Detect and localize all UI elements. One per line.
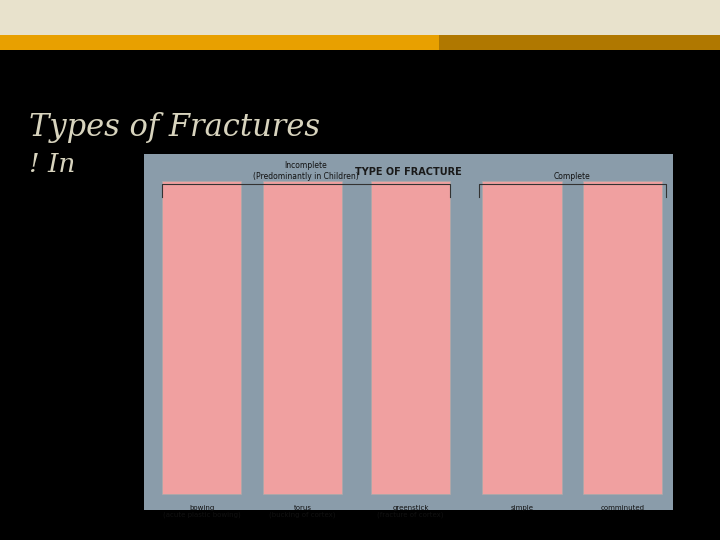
Text: TYPE OF FRACTURE: TYPE OF FRACTURE bbox=[355, 167, 462, 177]
Bar bbox=[482, 181, 562, 494]
Bar bbox=[144, 154, 673, 510]
Text: greenstick
(fracture of cortex): greenstick (fracture of cortex) bbox=[377, 505, 444, 518]
Bar bbox=[371, 181, 450, 494]
Bar bbox=[263, 181, 342, 494]
Bar bbox=[0, 0, 720, 35]
Bar bbox=[439, 35, 720, 50]
Text: Incomplete
(Predominantly in Children): Incomplete (Predominantly in Children) bbox=[253, 161, 359, 181]
Text: Types of Fractures: Types of Fractures bbox=[29, 112, 320, 143]
Bar bbox=[0, 35, 720, 50]
Text: comminuted: comminuted bbox=[600, 505, 645, 511]
Text: ! In: ! In bbox=[29, 152, 75, 177]
Text: torus
(bucking of cortex): torus (bucking of cortex) bbox=[269, 505, 336, 518]
Text: Complete: Complete bbox=[554, 172, 591, 181]
Text: bowing
(acute plastic bowing): bowing (acute plastic bowing) bbox=[163, 505, 240, 518]
Text: simple: simple bbox=[510, 505, 534, 511]
Bar bbox=[162, 181, 241, 494]
Bar bbox=[583, 181, 662, 494]
